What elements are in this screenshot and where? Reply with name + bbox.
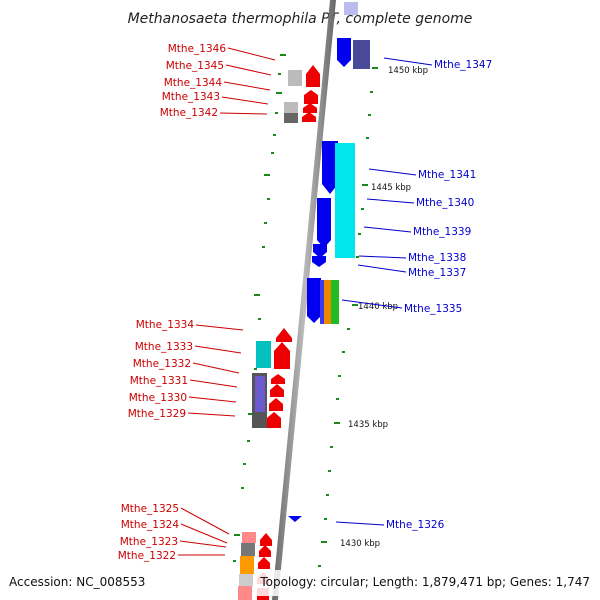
gene-mthe-1335-d[interactable]: [331, 280, 339, 324]
gene-mthe-1340[interactable]: [335, 143, 355, 258]
label-mthe-1331[interactable]: Mthe_1331: [130, 375, 188, 387]
gene-mthe-1333[interactable]: [274, 342, 290, 369]
left-gene-labels: Mthe_1346 Mthe_1345 Mthe_1344 Mthe_1343 …: [118, 43, 276, 562]
gene-mthe-1343-block[interactable]: [284, 102, 298, 114]
label-mthe-1340[interactable]: Mthe_1340: [416, 197, 474, 209]
gene-mthe-1334[interactable]: [276, 328, 292, 342]
gene-mthe-1343[interactable]: [303, 103, 317, 113]
reverse-strand-genes: [288, 2, 370, 522]
label-mthe-1334[interactable]: Mthe_1334: [136, 319, 195, 331]
footer-left-bg: [0, 570, 235, 596]
label-mthe-1341[interactable]: Mthe_1341: [418, 169, 476, 181]
label-mthe-1322[interactable]: Mthe_1322: [118, 550, 176, 562]
label-mthe-1329[interactable]: Mthe_1329: [128, 408, 186, 420]
gene-partial-bottom[interactable]: [238, 586, 252, 600]
label-mthe-1346[interactable]: Mthe_1346: [168, 43, 227, 55]
gene-mthe-1342[interactable]: [302, 112, 316, 122]
gene-partial-top[interactable]: [344, 2, 358, 15]
gene-mthe-1335-b[interactable]: [320, 280, 327, 324]
right-gene-labels: Mthe_1347 Mthe_1341 Mthe_1340 Mthe_1339 …: [335, 57, 492, 531]
accession-text: Accession: NC_008553: [9, 575, 145, 589]
gene-block-purple[interactable]: [255, 376, 265, 412]
gene-mthe-1345[interactable]: [306, 65, 320, 87]
gene-mthe-1337[interactable]: [312, 256, 326, 267]
gene-mthe-1323[interactable]: [240, 556, 254, 574]
gene-mthe-1326[interactable]: [288, 516, 302, 522]
label-mthe-1347[interactable]: Mthe_1347: [434, 59, 492, 71]
gene-mthe-1342-block[interactable]: [284, 113, 298, 123]
kbp-label-1435: 1435 kbp: [348, 420, 388, 430]
label-mthe-1324[interactable]: Mthe_1324: [121, 519, 180, 531]
label-mthe-1323[interactable]: Mthe_1323: [120, 536, 178, 548]
gene-mthe-1347-block[interactable]: [353, 40, 370, 69]
gene-mthe-1325[interactable]: [242, 532, 256, 543]
kbp-label-1440: 1440 kbp: [358, 302, 398, 312]
gene-mthe-1329[interactable]: [267, 412, 281, 428]
gene-mthe-1341[interactable]: [322, 141, 338, 194]
gene-mthe-1335-c[interactable]: [324, 280, 332, 324]
gene-mthe-1335-a[interactable]: [307, 278, 321, 323]
forward-strand-genes: [238, 65, 320, 600]
label-mthe-1326[interactable]: Mthe_1326: [386, 519, 445, 531]
gene-mthe-1325-arrow[interactable]: [260, 533, 272, 546]
gene-mthe-1330[interactable]: [269, 398, 283, 411]
label-mthe-1337[interactable]: Mthe_1337: [408, 267, 466, 279]
chromosome-backbone: [272, 0, 336, 600]
gene-mthe-1333-block[interactable]: [256, 341, 271, 368]
footer-right-bg: [256, 570, 600, 596]
label-mthe-1333[interactable]: Mthe_1333: [135, 341, 193, 353]
label-mthe-1325[interactable]: Mthe_1325: [121, 503, 179, 515]
tick-marks-right: [318, 67, 378, 567]
label-mthe-1343[interactable]: Mthe_1343: [162, 91, 220, 103]
kbp-label-1445: 1445 kbp: [371, 183, 411, 193]
gene-mthe-1331[interactable]: [270, 384, 284, 397]
label-mthe-1345[interactable]: Mthe_1345: [166, 60, 224, 72]
label-mthe-1332[interactable]: Mthe_1332: [133, 358, 191, 370]
gene-mthe-1347[interactable]: [337, 38, 351, 67]
gene-mthe-1322[interactable]: [239, 574, 253, 586]
gene-mthe-1332[interactable]: [271, 374, 285, 384]
label-mthe-1330[interactable]: Mthe_1330: [129, 392, 187, 404]
topology-text: Topology: circular; Length: 1,879,471 bp…: [259, 575, 590, 589]
gene-mthe-1344[interactable]: [304, 90, 318, 104]
label-mthe-1344[interactable]: Mthe_1344: [164, 77, 223, 89]
label-mthe-1342[interactable]: Mthe_1342: [160, 107, 218, 119]
gene-mthe-1346[interactable]: [288, 70, 302, 86]
gene-mthe-1324[interactable]: [241, 543, 255, 556]
genome-title: Methanosaeta thermophila PT, complete ge…: [128, 11, 473, 27]
label-mthe-1339[interactable]: Mthe_1339: [413, 226, 471, 238]
label-mthe-1335[interactable]: Mthe_1335: [404, 303, 462, 315]
gene-mthe-1338[interactable]: [313, 244, 327, 258]
gene-mthe-1323-arrow[interactable]: [258, 557, 270, 569]
kbp-label-1430: 1430 kbp: [340, 539, 380, 549]
kbp-scale: 1450 kbp 1445 kbp 1440 kbp 1435 kbp 1430…: [340, 66, 428, 549]
kbp-label-1450: 1450 kbp: [388, 66, 428, 76]
label-mthe-1338[interactable]: Mthe_1338: [408, 252, 466, 264]
gene-mthe-1324-arrow[interactable]: [259, 545, 271, 557]
tick-marks-left: [233, 54, 286, 562]
gene-mthe-1339[interactable]: [317, 198, 331, 248]
